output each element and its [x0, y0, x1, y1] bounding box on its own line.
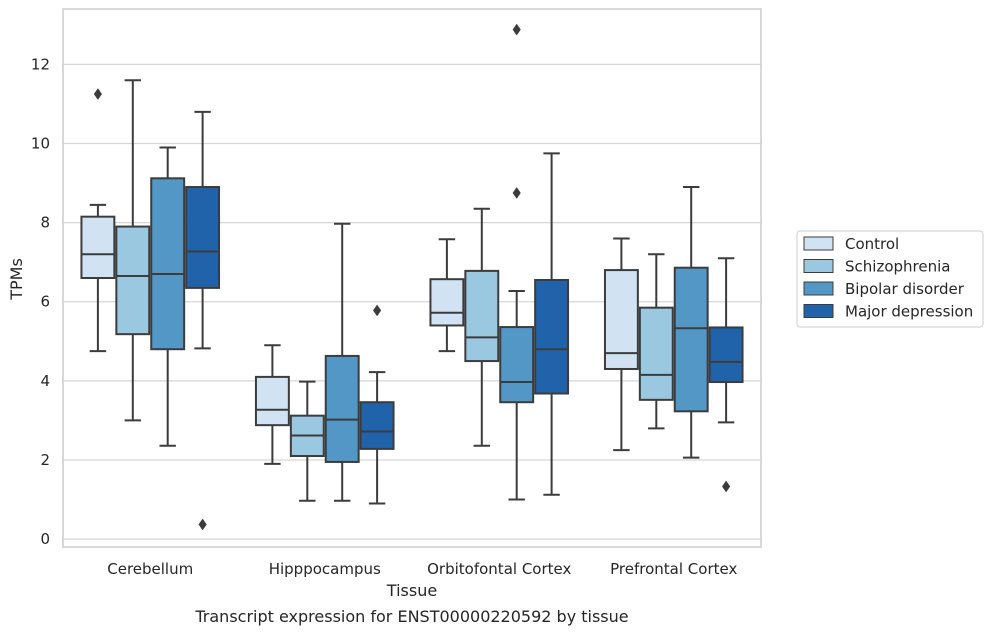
series-control — [80, 88, 639, 465]
box — [708, 326, 744, 384]
outlier-point — [198, 518, 207, 531]
legend-swatch — [803, 281, 834, 296]
legend-item: Bipolar disorder — [803, 280, 965, 298]
box-group — [464, 207, 500, 447]
box — [150, 177, 186, 351]
box — [254, 375, 290, 427]
box-group — [638, 253, 674, 430]
legend-frame — [796, 230, 984, 328]
y-tick-label: 8 — [40, 214, 50, 232]
x-axis-label: Tissue — [386, 581, 437, 600]
y-tick-label: 12 — [31, 55, 50, 73]
box — [534, 278, 570, 395]
plot-area-frame — [62, 8, 762, 548]
box-group — [115, 79, 151, 422]
box — [464, 269, 500, 363]
legend-label: Bipolar disorder — [845, 280, 965, 298]
legend-item: Major depression — [803, 303, 973, 321]
legend-label: Schizophrenia — [845, 258, 950, 276]
legend-item: Control — [803, 235, 899, 253]
series-major-depression — [185, 110, 744, 531]
legend-swatch — [803, 304, 834, 318]
x-axis-ticks: Cerebellum Hipppocampus Orbitofontal Corte… — [107, 560, 737, 578]
legend-swatch — [803, 259, 834, 273]
box-group — [185, 110, 221, 531]
box — [499, 326, 535, 404]
box-group — [254, 344, 290, 465]
box — [324, 354, 360, 463]
series-bipolar-disorder — [150, 23, 709, 502]
box-group — [324, 222, 360, 502]
outlier-point — [372, 304, 382, 317]
box — [638, 306, 674, 401]
series-schizophrenia — [115, 79, 674, 502]
box-group — [359, 304, 395, 505]
x-tick-label: Hipppocampus — [269, 560, 381, 578]
box-series — [80, 23, 744, 531]
box — [429, 278, 465, 327]
y-tick-label: 4 — [40, 372, 50, 390]
box-group — [80, 88, 116, 353]
y-tick-label: 10 — [31, 135, 50, 153]
y-tick-label: 0 — [40, 530, 50, 548]
box-group — [150, 146, 186, 447]
legend-item: Schizophrenia — [803, 258, 950, 276]
box-group — [603, 237, 639, 452]
box-group — [499, 23, 535, 501]
box-group — [429, 238, 465, 353]
outlier-point — [512, 187, 521, 199]
box — [115, 225, 151, 336]
y-tick-label: 2 — [40, 451, 50, 469]
legend-label: Control — [845, 235, 899, 253]
box-group — [534, 152, 570, 496]
box — [185, 186, 221, 289]
y-axis-ticks: 0 2 4 6 8 10 12 — [31, 55, 50, 548]
x-tick-label: Orbitofontal Cortex — [427, 560, 571, 578]
x-tick-label: Cerebellum — [107, 560, 193, 578]
outlier-point — [512, 23, 521, 36]
box — [673, 266, 709, 413]
legend-swatch — [803, 236, 834, 251]
outlier-point — [93, 88, 103, 100]
legend: Control Schizophrenia Bipolar disorder Majo… — [796, 230, 984, 328]
chart-caption: Transcript expression for ENST0000022059… — [194, 607, 628, 626]
legend-label: Major depression — [845, 303, 973, 321]
legend-items: Control Schizophrenia Bipolar disorder Majo… — [803, 235, 973, 321]
box-group — [673, 186, 709, 459]
box — [359, 401, 395, 450]
outlier-point — [721, 480, 731, 493]
box-group — [708, 257, 744, 493]
y-axis-label: TPMs — [7, 258, 26, 301]
x-tick-label: Prefrontal Cortex — [610, 560, 737, 578]
box — [80, 215, 116, 279]
box-group — [289, 380, 325, 502]
y-tick-label: 6 — [40, 293, 50, 311]
